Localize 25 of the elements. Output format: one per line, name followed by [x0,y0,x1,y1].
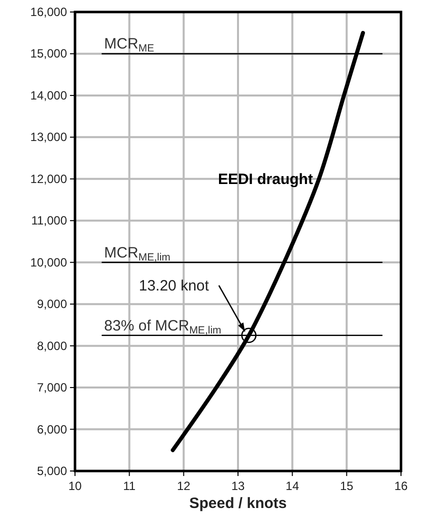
x-axis-title: Speed / knots [189,495,287,512]
y-tick-label: 7,000 [36,380,68,395]
legend-label: MCR$_{ME}$ [104,36,154,56]
x-tick-label: 12 [176,479,191,493]
series-label: 83% of MCR$_{ME,lim}$ [104,317,222,337]
y-tick-label: 5,000 [36,464,68,478]
y-tick-label: 11,000 [31,214,68,228]
y-tick-label: 16,000 [30,5,68,19]
x-tick-label: 14 [286,479,300,493]
y-tick-label: 13,000 [30,130,68,144]
y-tick-label: 10,000 [30,255,68,270]
annotation: 13.20 knot [138,277,210,294]
y-tick-label: 8,000 [36,338,68,353]
x-tick-label: 15 [340,479,354,493]
series-label: EEDI draught [218,170,313,188]
y-tick-label: 12,000 [30,172,68,186]
y-tick-label: 6,000 [36,422,68,436]
y-tick-label: 9,000 [36,297,68,312]
x-tick-label: 16 [394,479,408,493]
x-tick-label: 13 [231,479,245,493]
x-tick-label: 11 [123,479,136,493]
x-tick-label: 10 [68,479,82,493]
y-tick-label: 14,000 [30,88,68,102]
legend-label: MCR$_{ME,lim}$ [104,244,171,264]
y-tick-label: 15,000 [30,46,68,61]
